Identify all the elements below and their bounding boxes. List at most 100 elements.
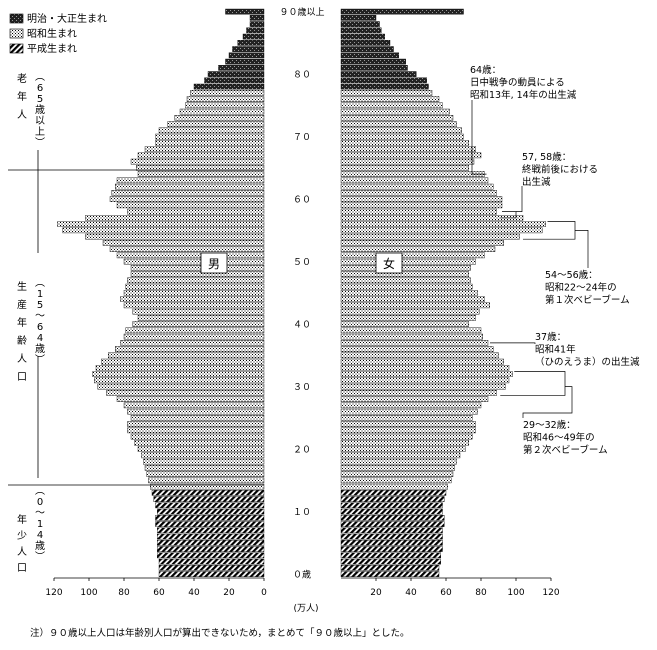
bar-female-age-60: [340, 196, 503, 202]
bar-male-age-63: [116, 177, 265, 184]
bar-female-age-76: [340, 96, 440, 102]
bar-female-age-32: [340, 371, 513, 377]
bar-male-age-7: [157, 527, 265, 534]
annotation-leader-64-0: [471, 100, 487, 175]
bar-male-age-17: [144, 465, 265, 471]
bar-female-age-12: [340, 496, 445, 502]
legend-item-meiji: 明治・大正生まれ: [9, 12, 107, 25]
annotation-leader-37-0: [490, 342, 536, 344]
bar-male-age-54: [85, 233, 265, 240]
bar-male-age-42: [132, 308, 265, 315]
annotation-leader-30-0: [500, 371, 566, 396]
bar-female-age-21: [340, 440, 469, 446]
bar-female-age-65: [340, 165, 469, 171]
bar-male-age-28: [116, 396, 265, 402]
bar-male-age-67: [137, 152, 265, 159]
bar-female-age-23: [340, 427, 476, 434]
bar-male-age-25: [130, 415, 265, 421]
bar-female-age-33: [340, 365, 510, 371]
bar-female-age-53: [340, 240, 504, 246]
bar-female-age-15: [340, 477, 452, 484]
bar-female-age-90+: [340, 8, 464, 15]
annotation-leader-30-1: [522, 386, 573, 418]
bar-male-age-9: [155, 515, 265, 521]
male-x-tick-label-20: 20: [223, 588, 235, 598]
annotation-age-64: 64歳：日中戦争の動員による昭和13年, 14年の出生減: [470, 64, 577, 101]
bar-male-age-52: [109, 246, 265, 252]
bar-female-age-47: [340, 277, 471, 284]
bar-female-age-18: [340, 458, 457, 465]
bar-female-age-2: [340, 558, 441, 565]
annotation-leader-57-1: [516, 186, 523, 212]
bar-male-age-23: [127, 427, 265, 434]
bar-female-age-89: [340, 15, 377, 21]
bar-male-age-73: [174, 115, 265, 121]
bar-female-age-63: [340, 177, 489, 184]
bar-female-age-13: [340, 490, 447, 496]
x-axes: 120 100 80 60 40 20 0 20 40 60 80 100 120: [45, 577, 560, 598]
bar-male-age-5: [157, 540, 265, 546]
footnote: 注）９０歳以上人口は年齢別人口が算出できないため，まとめて「９０歳以上」とした。: [30, 627, 410, 639]
bar-male-age-0: [158, 571, 265, 577]
bar-male-age-34: [101, 358, 265, 365]
bar-male-age-81: [218, 65, 265, 71]
age-group-labels: 老年人 ︵ 6 5 歳以上︶ 生産年齢人口 ︵ 1 5 〜 6 4 歳︶ 年少人口 ︵ 0 〜 1 4 歳︶: [17, 72, 45, 574]
male-x-tick-label-60: 60: [153, 588, 165, 598]
bar-male-age-65: [136, 165, 265, 171]
label-elderly: 老年人: [17, 72, 27, 121]
bar-female-age-0: [340, 571, 440, 577]
bar-female-age-70: [340, 133, 464, 140]
bar-female-age-35: [340, 352, 499, 359]
bar-female-age-39: [340, 327, 482, 334]
female-x-tick-label-60: 60: [440, 588, 452, 598]
bar-male-age-71: [158, 127, 265, 134]
bar-female-age-67: [340, 152, 482, 159]
bar-male-age-22: [130, 433, 265, 440]
bar-male-age-64: [137, 171, 265, 177]
bar-female-age-82: [340, 58, 406, 65]
bar-male-age-46: [125, 283, 265, 290]
bar-male-age-35: [108, 352, 265, 359]
bar-female-age-10: [340, 508, 443, 515]
bar-male-age-70: [155, 133, 265, 140]
male-bars: [57, 8, 265, 577]
bar-male-age-49: [130, 265, 265, 271]
bar-male-age-88: [249, 21, 265, 27]
bar-female-age-26: [340, 408, 478, 415]
bar-female-age-24: [340, 421, 476, 427]
bar-female-age-16: [340, 471, 454, 477]
bar-female-age-45: [340, 290, 478, 296]
bar-male-age-44: [120, 296, 265, 302]
bar-female-age-64: [340, 171, 485, 177]
bar-male-age-2: [158, 558, 265, 565]
bar-male-age-60: [109, 196, 265, 202]
bar-male-age-53: [102, 240, 265, 246]
bar-male-age-61: [111, 190, 265, 196]
female-label: 女: [383, 256, 395, 271]
bar-male-age-6: [157, 533, 265, 540]
bar-female-age-37: [340, 340, 489, 346]
male-x-tick-label-100: 100: [80, 588, 97, 598]
bar-female-age-11: [340, 502, 443, 509]
bar-male-age-50: [123, 258, 265, 265]
age-tick-10: １０: [293, 508, 311, 518]
bar-female-age-27: [340, 402, 482, 409]
bar-male-age-87: [246, 27, 265, 34]
bar-male-age-57: [85, 215, 265, 221]
legend-label-heisei: 平成生まれ: [27, 42, 77, 55]
annotation-leader-57-0: [500, 211, 517, 219]
bar-male-age-37: [120, 340, 265, 346]
bar-female-age-43: [340, 302, 490, 309]
bar-male-age-45: [123, 290, 265, 296]
male-x-tick-label-40: 40: [188, 588, 200, 598]
female-x-tick-label-20: 20: [370, 588, 382, 598]
legend: 明治・大正生まれ 昭和生まれ 平成生まれ: [9, 12, 107, 55]
bar-female-age-87: [340, 27, 382, 34]
bar-female-age-75: [340, 102, 443, 109]
bar-female-age-66: [340, 158, 475, 165]
bar-female-age-68: [340, 146, 476, 152]
annotation-age-55: 54〜56歳：昭和22〜24年の第１次ベビーブーム: [545, 269, 630, 306]
female-bars: [340, 8, 546, 577]
bar-female-age-86: [340, 33, 385, 40]
legend-label-meiji: 明治・大正生まれ: [27, 12, 107, 25]
